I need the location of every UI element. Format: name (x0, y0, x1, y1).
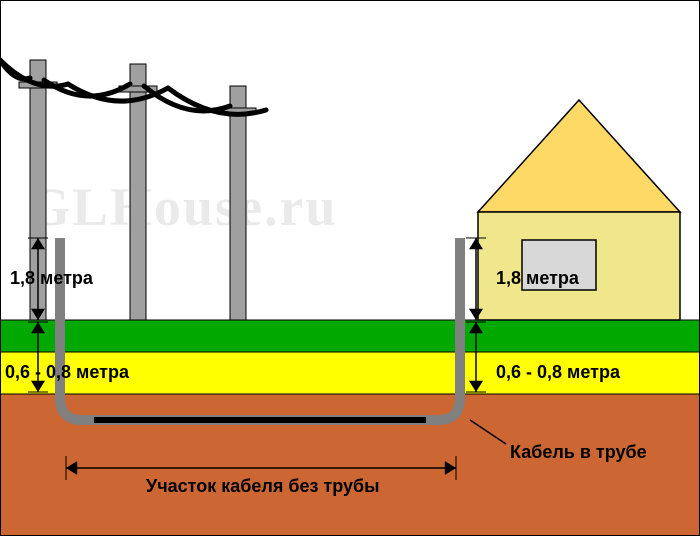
label-bottom-span: Участок кабеля без трубы (146, 476, 380, 497)
cable-burial-diagram: GLHouse.ru 1,8 метра 0,6 - 0,8 метра 1,8… (0, 0, 700, 536)
label-depth-right: 0,6 - 0,8 метра (496, 362, 620, 383)
label-height-left: 1,8 метра (10, 268, 93, 289)
label-height-right: 1,8 метра (496, 268, 579, 289)
label-depth-left: 0,6 - 0,8 метра (5, 362, 129, 383)
label-cable-in-pipe: Кабель в трубе (510, 442, 647, 463)
